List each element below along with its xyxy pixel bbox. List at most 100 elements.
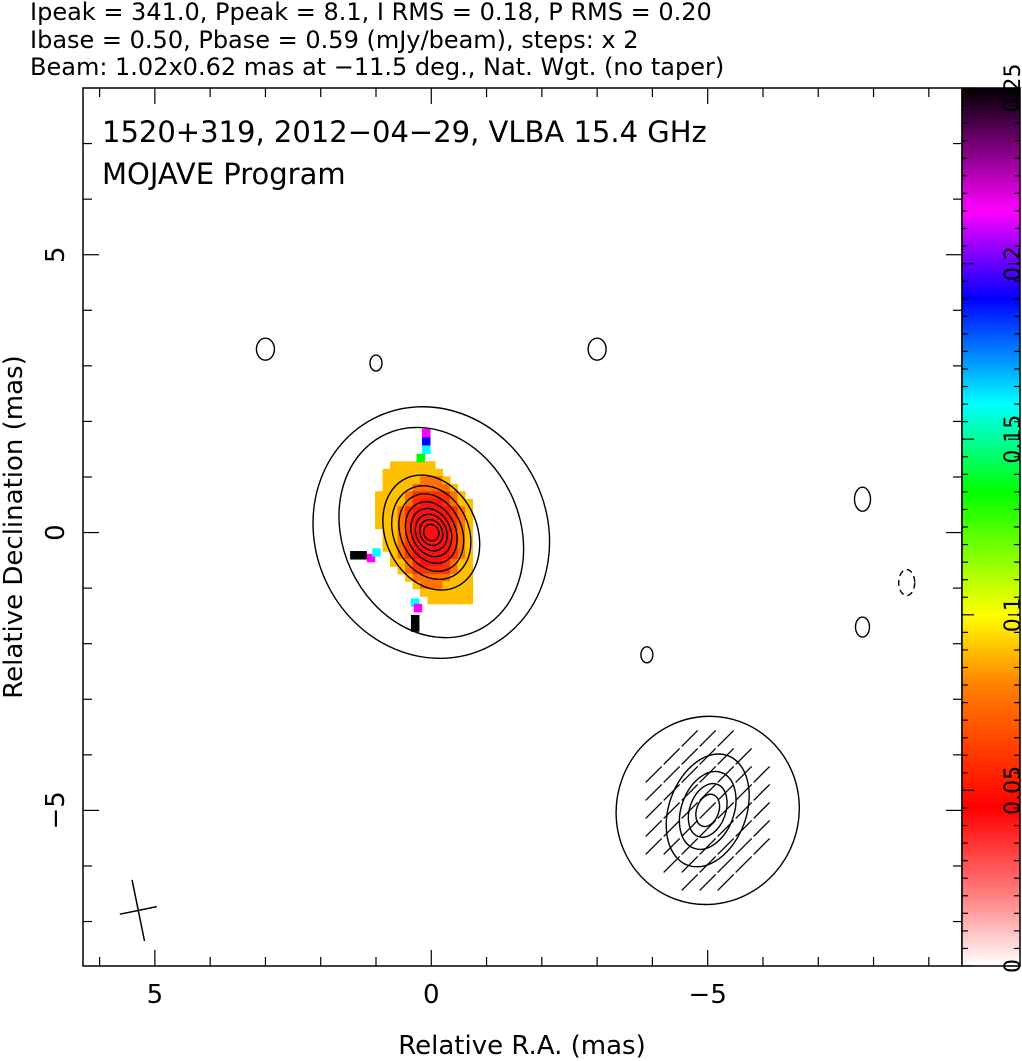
pol-pixel [405, 566, 414, 575]
pol-pixel [450, 558, 459, 567]
pol-pixel [382, 543, 391, 552]
colorbar-tick-label: 0.05 [1001, 766, 1022, 815]
evpa-vector [699, 855, 717, 873]
pol-pixel [390, 528, 399, 537]
pol-pixel [412, 483, 421, 492]
pol-pixel [457, 558, 466, 567]
pol-pixel [427, 506, 436, 515]
pol-pixel [397, 558, 406, 567]
pol-pixel [412, 468, 421, 477]
stokes-i-contours [255, 337, 916, 906]
pol-pixel [450, 513, 459, 522]
axis-ticks [83, 88, 962, 966]
pol-pixel [427, 543, 436, 552]
pol-pixel [450, 551, 459, 560]
pol-pixel [405, 513, 414, 522]
evpa-vector [645, 783, 663, 801]
pol-pixel [412, 506, 421, 515]
pol-pixel [465, 528, 474, 537]
pol-pixel [405, 461, 414, 470]
pol-pixel [450, 543, 459, 552]
pol-pixel [435, 543, 444, 552]
evpa-vector [753, 783, 771, 801]
pol-pixel-edge [358, 551, 367, 560]
pol-pixel [420, 491, 429, 500]
pol-pixel [405, 491, 414, 500]
contour-isolated [587, 337, 607, 361]
pol-pixel-edge [422, 437, 431, 446]
pol-pixel [435, 573, 444, 582]
pol-pixel [442, 581, 451, 590]
pol-pixel [435, 483, 444, 492]
evpa-vector [681, 873, 699, 891]
pol-pixel [412, 461, 421, 470]
evpa-vector [735, 855, 753, 873]
evpa-vector [663, 819, 681, 837]
pol-pixel [420, 468, 429, 477]
pol-pixel [465, 588, 474, 597]
pol-pixel [435, 476, 444, 485]
contour-core [391, 485, 472, 581]
pol-pixel [382, 536, 391, 545]
pol-pixel [450, 573, 459, 582]
contour-isolated [369, 354, 383, 372]
evpa-vector [663, 801, 681, 819]
pol-pixel [405, 543, 414, 552]
pol-pixel [405, 521, 414, 530]
pol-pixel [427, 468, 436, 477]
restoring-beam [119, 879, 157, 942]
pol-pixel [405, 498, 414, 507]
pol-pixel [397, 528, 406, 537]
x-tick-label: 0 [423, 980, 440, 1010]
pol-pixel [435, 491, 444, 500]
pol-pixel [450, 581, 459, 590]
pol-pixel [397, 483, 406, 492]
evpa-vector [699, 765, 717, 783]
pol-pixel [412, 543, 421, 552]
contour-isolated [640, 646, 654, 664]
y-tick-label: 5 [41, 246, 71, 263]
pol-pixel [405, 483, 414, 492]
pol-pixel [405, 468, 414, 477]
evpa-vector [735, 747, 753, 765]
contour-core [312, 406, 551, 660]
plot-title-line-2: MOJAVE Program [102, 157, 346, 191]
evpa-vector [681, 801, 699, 819]
pol-pixel [390, 521, 399, 530]
pol-pixel [435, 588, 444, 597]
evpa-vector [735, 765, 753, 783]
contour-core [410, 507, 453, 558]
pol-pixel [442, 513, 451, 522]
pol-pixel [420, 566, 429, 575]
pol-pixel [420, 476, 429, 485]
evpa-vector [663, 765, 681, 783]
pol-pixel [450, 491, 459, 500]
pol-pixel [450, 536, 459, 545]
plot-title-line-1: 1520+319, 2012−04−29, VLBA 15.4 GHz [102, 115, 707, 149]
pol-pixel [465, 543, 474, 552]
pol-pixel [457, 588, 466, 597]
pol-pixel [390, 461, 399, 470]
plot-frame [82, 87, 963, 967]
pol-pixel [465, 536, 474, 545]
pol-pixel [382, 506, 391, 515]
pol-pixel-edge [413, 603, 423, 613]
colorbar-tick-label: 0.25 [1001, 64, 1022, 113]
evpa-vector [699, 837, 717, 855]
pol-pixel [412, 513, 421, 522]
evpa-vector [735, 819, 753, 837]
pol-pixel [420, 588, 429, 597]
evpa-vector [717, 837, 735, 855]
pol-pixel-edge [410, 614, 420, 624]
pol-pixel [427, 551, 436, 560]
pol-pixel [442, 483, 451, 492]
header-text: Ipeak = 341.0, Ppeak = 8.1, I RMS = 0.18… [30, 0, 724, 81]
pol-pixel [442, 476, 451, 485]
pol-pixel [465, 558, 474, 567]
pol-pixel [442, 506, 451, 515]
contour-core [422, 523, 440, 542]
y-tick-label: −5 [41, 791, 71, 829]
pol-pixel [420, 581, 429, 590]
pol-pixel [442, 596, 451, 605]
